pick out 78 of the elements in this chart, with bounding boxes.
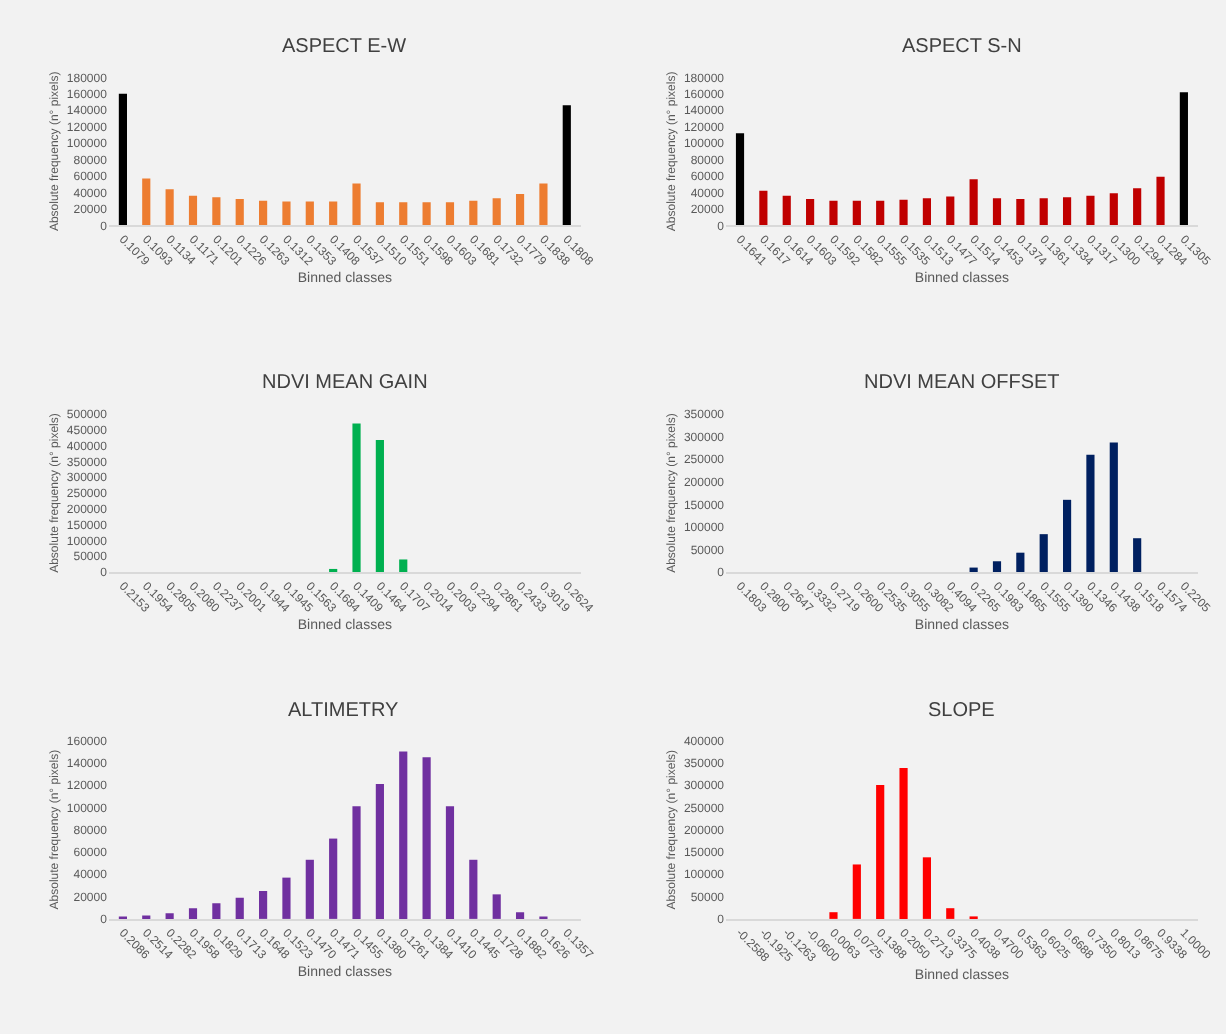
bar: [399, 202, 408, 226]
bar: [352, 806, 361, 919]
bar: [1016, 199, 1025, 226]
bar: [1086, 454, 1095, 573]
bar: [375, 783, 384, 919]
bar: [259, 891, 268, 919]
bar: [399, 559, 408, 573]
bar: [852, 200, 861, 226]
bar: [806, 199, 815, 226]
chart-title: SLOPE: [928, 700, 996, 722]
bar: [562, 105, 571, 226]
bar: [422, 757, 431, 919]
bar: [876, 200, 885, 226]
bar: [1062, 499, 1072, 573]
bar: [212, 903, 221, 919]
bar: [305, 859, 314, 919]
bar: [305, 201, 314, 226]
bar: [375, 439, 384, 573]
chart-title: ASPECT S-N: [902, 36, 1022, 58]
bar: [1086, 195, 1095, 226]
bar: [946, 196, 955, 226]
bar: [282, 877, 291, 919]
bar: [969, 179, 978, 226]
bar: [1109, 193, 1118, 226]
bar: [165, 913, 174, 919]
bar: [235, 897, 244, 919]
bar: [282, 201, 291, 226]
bar: [469, 200, 478, 226]
bar: [118, 93, 127, 226]
bar: [899, 199, 908, 226]
bar: [876, 785, 885, 919]
bar: [539, 183, 548, 226]
bar: [212, 197, 221, 226]
bar: [469, 859, 478, 919]
bar: [445, 806, 455, 919]
bar: [188, 195, 198, 226]
bar: [759, 190, 768, 226]
bar: [142, 178, 151, 226]
bar: [852, 864, 861, 919]
bar: [165, 189, 174, 226]
bar: [329, 838, 338, 919]
bar: [992, 561, 1002, 573]
bar: [1016, 552, 1025, 573]
bar: [235, 199, 244, 226]
bar: [515, 912, 525, 919]
bar: [1109, 442, 1118, 573]
chart-title: ASPECT E-W: [282, 36, 408, 58]
bar: [375, 202, 384, 226]
bar: [946, 908, 955, 919]
bar: [422, 202, 431, 226]
bar: [352, 423, 361, 573]
bar: [1039, 198, 1048, 226]
bar: [1133, 538, 1142, 573]
bar: [329, 201, 338, 226]
bar: [515, 194, 525, 226]
chart-title: ALTIMETRY: [288, 700, 400, 722]
bar: [922, 198, 931, 226]
bar: [992, 198, 1002, 226]
bar: [1133, 188, 1142, 226]
bar: [899, 768, 908, 919]
bar: [399, 751, 408, 919]
bar: [829, 200, 838, 226]
bar: [735, 133, 745, 226]
bar: [492, 198, 501, 226]
chart-title: NDVI MEAN OFFSET: [864, 372, 1060, 394]
bar: [352, 183, 361, 226]
bar: [188, 908, 198, 919]
bar: [492, 894, 501, 919]
bar: [1039, 534, 1048, 573]
bar: [782, 195, 791, 226]
bar: [1062, 197, 1072, 226]
bar: [1156, 176, 1165, 226]
bar: [445, 202, 455, 226]
bar: [1179, 92, 1188, 226]
bar: [259, 200, 268, 226]
bar: [922, 857, 931, 919]
chart-title: NDVI MEAN GAIN: [262, 372, 428, 394]
bar: [829, 912, 838, 919]
